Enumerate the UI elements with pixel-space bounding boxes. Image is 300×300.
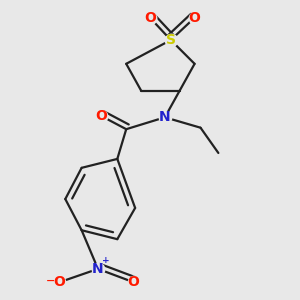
Text: O: O — [53, 275, 65, 289]
Text: −: − — [46, 276, 55, 286]
Text: N: N — [159, 110, 171, 124]
Text: O: O — [144, 11, 156, 25]
Text: +: + — [103, 256, 110, 265]
Text: O: O — [95, 109, 107, 123]
Text: N: N — [92, 262, 104, 276]
Text: S: S — [166, 33, 176, 47]
Text: O: O — [189, 11, 200, 25]
Text: O: O — [128, 275, 140, 289]
